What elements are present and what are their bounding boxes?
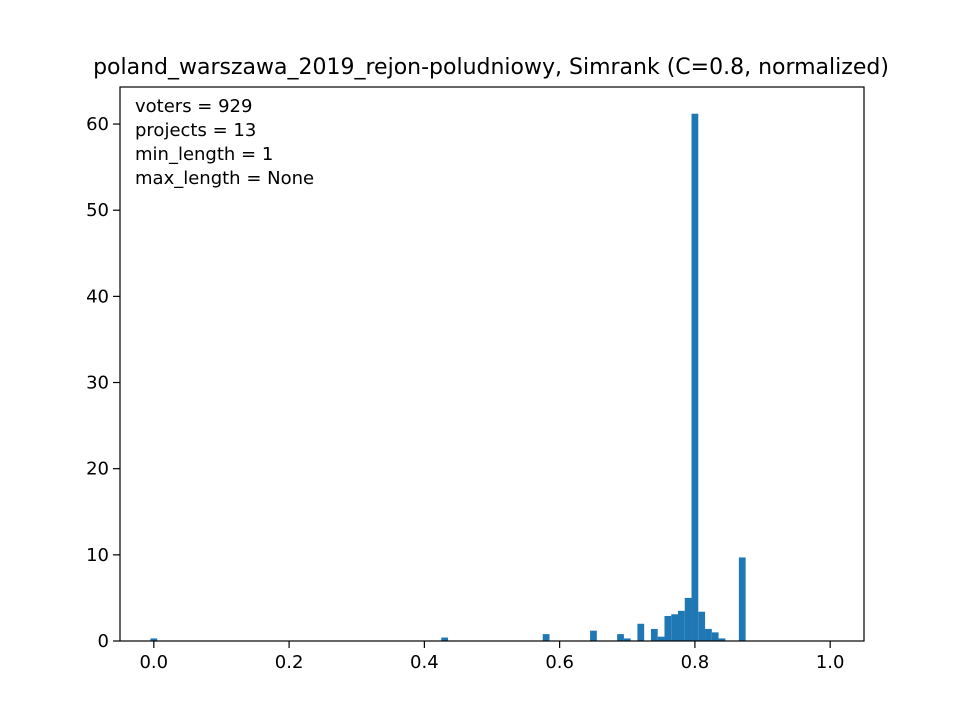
stats-annotation: voters = 929 projects = 13 min_length = 1 m… [135,96,314,189]
x-tick-label: 0.8 [681,652,710,673]
x-tick-label: 0.6 [545,652,574,673]
histogram-bar [590,630,597,641]
x-tick-label: 1.0 [816,652,845,673]
histogram-bar [684,597,692,641]
y-tick-label: 20 [86,459,109,480]
histogram-bar [678,610,685,641]
histogram-bars [150,113,746,641]
histogram-bar [637,623,645,641]
x-tick-label: 0.4 [410,652,439,673]
histogram-bar [664,616,672,641]
histogram-bar [738,557,746,641]
histogram-bar [441,637,449,641]
chart-title: poland_warszawa_2019_rejon-poludniowy, S… [93,55,889,80]
histogram-bar [691,113,699,641]
y-tick-label: 10 [86,545,109,566]
histogram-bar [650,628,658,641]
y-tick-label: 40 [86,286,109,307]
annotation-line: max_length = None [135,168,314,189]
y-tick-label: 60 [86,114,109,135]
histogram-bar [617,634,624,641]
histogram-bar [150,638,158,641]
annotation-line: voters = 929 [135,96,252,117]
histogram-bar [671,614,678,641]
annotation-line: projects = 13 [135,120,256,141]
y-tick-label: 30 [86,373,109,394]
x-tick-label: 0.2 [275,652,304,673]
y-tick-label: 0 [98,631,109,652]
plot-frame [119,86,865,642]
histogram-bar [542,634,550,641]
x-axis: 0.0 0.2 0.4 0.6 0.8 1.0 [139,641,845,673]
histogram-bar [657,636,665,641]
histogram-bar [718,638,726,641]
y-axis: 0 10 20 30 40 50 60 [86,114,120,652]
histogram-bar [698,611,706,641]
histogram-bar [623,638,631,641]
annotation-line: min_length = 1 [135,144,273,165]
histogram-bar [711,632,719,641]
y-tick-label: 50 [86,200,109,221]
histogram-bar [705,628,712,641]
x-tick-label: 0.0 [139,652,168,673]
